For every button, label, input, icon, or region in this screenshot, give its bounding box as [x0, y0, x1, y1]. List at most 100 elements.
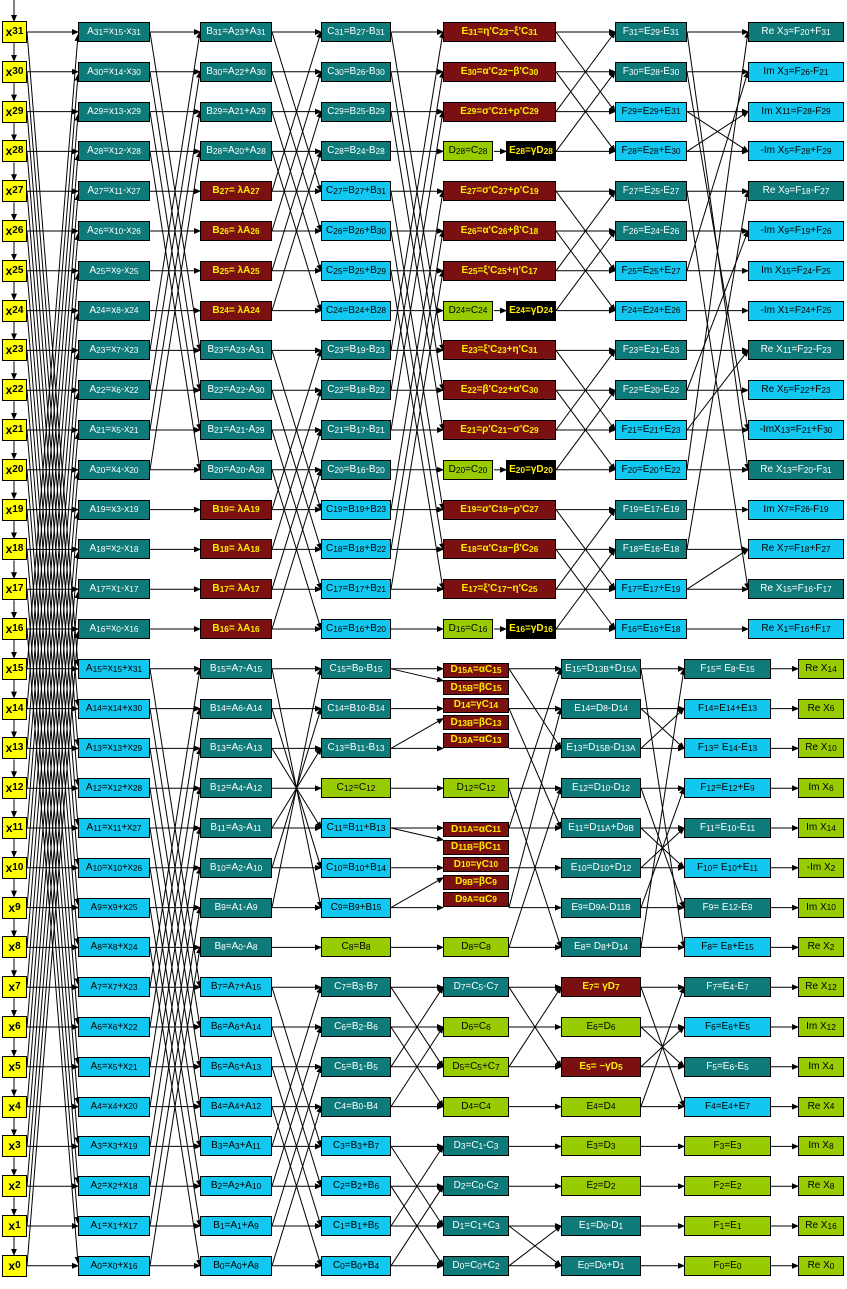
node-e-lower-12: E 12 =D 10 -D 12 [561, 778, 641, 799]
node-c-11: C 11 =B 11 +B 13 [321, 818, 391, 838]
node-f-19: F 19 =E 17 -E 19 [615, 499, 687, 520]
node-f-24: F 24 =E 24 +E 26 [615, 300, 687, 321]
node-f-18: F 18 =E 16 -E 18 [615, 539, 687, 560]
node-b-29: B 29 =A 21 +A 29 [200, 101, 272, 122]
wire-f-out [686, 111, 749, 152]
input-x11: x 11 [2, 817, 27, 839]
wire-c-d [390, 877, 444, 909]
output-upper-13: Re X 7 =F 18 +F 27 [748, 539, 844, 560]
node-c-4: C 4 =B 0 -B 4 [321, 1096, 391, 1117]
wire-e-f [555, 508, 616, 590]
node-d-lower-14: D 5 =C 5 +C 7 [443, 1056, 509, 1077]
node-e-26: E 26 =α'C 26 +β'C 18 [443, 221, 556, 241]
node-d-24: D 24 =C 24 [443, 300, 493, 321]
node-d-lower-5: D 12 =C 12 [443, 778, 509, 799]
wire-x-a [26, 153, 81, 789]
input-x28: x 28 [2, 140, 27, 163]
node-c-9: C 9 =B 9 +B 15 [321, 897, 391, 918]
input-x10: x 10 [2, 856, 27, 879]
input-x22: x 22 [2, 379, 27, 402]
node-d-lower-13: D 6 =C 6 [443, 1017, 509, 1037]
input-x26: x 26 [2, 220, 27, 242]
wire-x-a [26, 551, 81, 1187]
node-f-31: F 31 =E 29 -E 31 [615, 22, 687, 42]
node-d-lower-9: D 9B =βC 9 [443, 874, 509, 890]
input-x15: x 15 [2, 657, 27, 680]
node-b-7: B 7 =A 7 +A 15 [200, 977, 272, 998]
node-b-6: B 6 =A 6 +A 14 [200, 1017, 272, 1037]
node-c-2: C 2 =B 2 +B 6 [321, 1176, 391, 1197]
wire-d-e [508, 787, 562, 948]
wire-f-out [686, 191, 751, 591]
wire-b-c [271, 31, 323, 192]
input-x21: x 21 [2, 419, 27, 441]
output-upper-5: -Im X 9 =F 19 +F 26 [748, 221, 844, 241]
node-c-6: C 6 =B 2 -B 6 [321, 1017, 391, 1037]
wire-c-e [390, 110, 445, 431]
node-f-lower-1: F 1 =E 1 [684, 1216, 771, 1236]
node-a-21: A 21 =x 5 -x 21 [78, 420, 150, 440]
output-lower-6: Im X 10 [798, 897, 844, 918]
wire-a-b [149, 150, 203, 470]
wire-x-a [26, 34, 81, 669]
node-a-28: A 28 =x 12 -x 28 [78, 141, 150, 162]
wire-c-e [390, 31, 445, 351]
output-upper-14: Re X 15 =F 16 -F 17 [748, 579, 844, 600]
node-e-gamma-20: E 20 =γD 20 [506, 459, 556, 480]
node-e-lower-11: E 11 =D 11A +D 9B [561, 818, 641, 838]
wire-e-f [555, 190, 616, 272]
node-c-24: C 24 =B 24 +B 28 [321, 300, 391, 321]
output-upper-12: Im X 7 =F 26 -F 19 [748, 499, 844, 520]
node-f-30: F 30 =E 28 -E 30 [615, 61, 687, 82]
wire-e-f-lower [640, 1026, 685, 1068]
node-c-30: C 30 =B 26 -B 30 [321, 61, 391, 82]
wire-b-c [271, 349, 323, 510]
output-lower-2: Re X 10 [798, 738, 844, 759]
wire-a-b [149, 667, 203, 988]
output-upper-11: Re X 13 =F 20 -F 31 [748, 459, 844, 480]
node-a-17: A 17 =x 1 -x 17 [78, 579, 150, 600]
node-c-27: C 27 =B 27 +B 31 [321, 181, 391, 202]
node-b-8: B 8 =A 0 -A 8 [200, 937, 272, 958]
node-c-28: C 28 =B 24 -B 28 [321, 141, 391, 162]
input-x23: x 23 [2, 339, 27, 362]
node-a-1: A 1 =x 1 +x 17 [78, 1216, 150, 1236]
output-upper-4: Re X 9 =F 18 -F 27 [748, 181, 844, 202]
input-x31: x 31 [2, 21, 27, 43]
node-f-lower-0: F 0 =E 0 [684, 1255, 771, 1276]
wire-a-b [149, 70, 203, 391]
wire-b-c [271, 70, 323, 232]
node-c-14: C 14 =B 10 -B 14 [321, 698, 391, 719]
wire-b-c [271, 468, 323, 630]
node-b-20: B 20 =A 20 -A 28 [200, 459, 272, 480]
output-upper-3: -Im X 5 =F 28 +F 29 [748, 141, 844, 162]
wire-x-a [26, 312, 81, 948]
node-a-16: A 16 =x 0 -x 16 [78, 619, 150, 639]
node-e-lower-2: E 2 =D 2 [561, 1176, 641, 1197]
node-a-7: A 7 =x 7 +x 23 [78, 977, 150, 998]
wire-d-e [508, 707, 563, 908]
node-d-20: D 20 =C 20 [443, 459, 493, 480]
node-a-24: A 24 =x 8 -x 24 [78, 300, 150, 321]
node-c-31: C 31 =B 27 -B 31 [321, 22, 391, 42]
node-a-14: A 14 =x 14 +x 30 [78, 698, 150, 719]
node-c-15: C 15 =B 9 -B 15 [321, 658, 391, 679]
node-a-10: A 10 =x 10 +x 26 [78, 857, 150, 878]
node-f-20: F 20 =E 20 +E 22 [615, 459, 687, 480]
node-e-lower-8: E 8 = D 8 +D 14 [561, 937, 641, 958]
node-d-lower-8: D 10 =γC 10 [443, 857, 509, 872]
wire-e-f [555, 389, 616, 471]
output-upper-1: Im X 3 =F 26 -F 21 [748, 61, 844, 82]
output-lower-0: Re X 14 [798, 658, 844, 679]
node-e-gamma-24: E 24 =γD 24 [506, 300, 556, 321]
